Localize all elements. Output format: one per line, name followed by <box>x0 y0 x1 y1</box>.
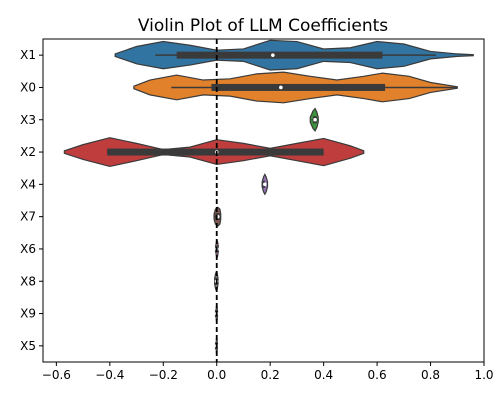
y-tick-label: X5 <box>20 339 36 353</box>
x-tick-label: −0.6 <box>42 368 71 382</box>
iqr-box-X1 <box>176 51 383 59</box>
y-tick-label: X7 <box>20 210 36 224</box>
violin-X2 <box>63 137 365 168</box>
plot-frame <box>42 38 485 363</box>
x-tick-label: −0.2 <box>149 368 178 382</box>
violin-X3 <box>309 107 319 132</box>
median-dot-X3 <box>313 117 317 122</box>
x-tick-label: 1.0 <box>474 368 493 382</box>
y-tick-label: X2 <box>20 145 36 159</box>
y-axis: X1 X0 X3 X2 X4 X7 X6 X8 X9 X5 <box>20 48 43 353</box>
x-tick-label: 0.8 <box>421 368 440 382</box>
y-tick-label: X4 <box>20 177 36 191</box>
x-tick-label: 0.4 <box>314 368 333 382</box>
violin-X4 <box>261 173 269 196</box>
y-tick-label: X6 <box>20 242 36 256</box>
median-dot-X1 <box>271 53 275 57</box>
y-tick-label: X0 <box>20 80 36 94</box>
y-tick-label: X9 <box>20 307 36 321</box>
median-dot-X4 <box>263 182 267 187</box>
x-tick-label: 0.2 <box>261 368 280 382</box>
iqr-box-X0 <box>211 83 386 91</box>
plot-area <box>42 38 485 363</box>
x-tick-label: −0.4 <box>95 368 124 382</box>
y-tick-label: X8 <box>20 274 36 288</box>
y-tick-label: X1 <box>20 48 36 62</box>
violin-X0 <box>133 71 458 104</box>
x-tick-label: 0.0 <box>207 368 226 382</box>
x-tick-label: 0.6 <box>368 368 387 382</box>
violin-X1 <box>114 39 474 71</box>
x-axis: −0.6 −0.4 −0.2 0.0 0.2 0.4 0.6 0.8 1.0 <box>42 362 494 382</box>
y-tick-label: X3 <box>20 113 36 127</box>
chart-title: Violin Plot of LLM Coefficients <box>138 16 388 36</box>
median-dot-X0 <box>279 85 283 90</box>
